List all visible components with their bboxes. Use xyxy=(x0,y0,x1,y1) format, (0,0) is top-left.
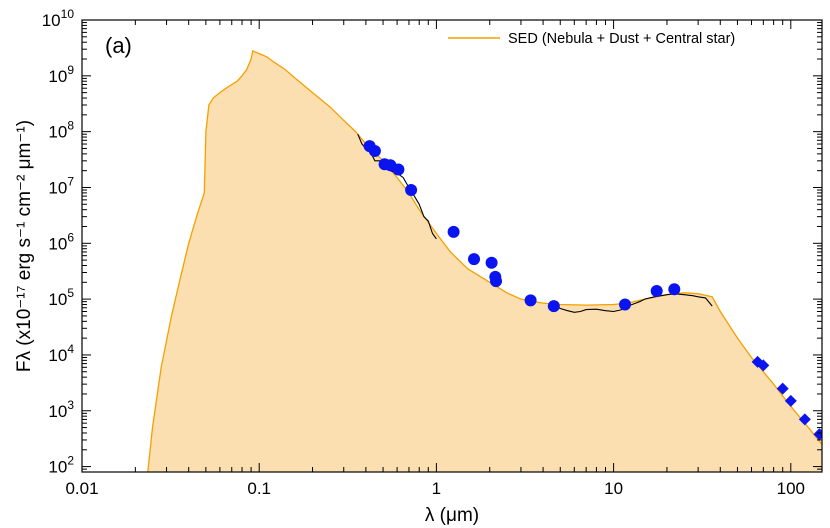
photometry-circle-point xyxy=(468,253,480,266)
x-tick-labels: 0.01 0.1 1 10 100 xyxy=(65,479,805,498)
photometry-circle-point xyxy=(392,163,405,176)
photometry-circle-point xyxy=(619,298,631,311)
x-axis-title: λ (μm) xyxy=(425,505,479,526)
y-axis-title: Fλ (x10⁻¹⁷ erg s⁻¹ cm⁻² μm⁻¹) xyxy=(14,120,35,372)
photometry-circle-point xyxy=(524,294,537,307)
x-tick-label: 0.01 xyxy=(65,479,98,498)
photometry-diamond-point xyxy=(813,428,822,441)
x-tick-label: 10 xyxy=(604,479,623,498)
photometry-circle-point xyxy=(490,275,502,288)
sed-fill-area xyxy=(147,50,822,472)
sed-model-line xyxy=(147,49,822,472)
photometry-diamond-point xyxy=(784,394,797,407)
photometry-circle-point xyxy=(650,285,663,297)
photometry-circle-point xyxy=(405,184,418,196)
y-tick-label: 106 xyxy=(48,230,74,253)
y-tick-label: 105 xyxy=(48,286,74,309)
photometry-circle-point xyxy=(368,145,381,157)
x-tick-label: 100 xyxy=(777,479,805,498)
x-tick-label: 1 xyxy=(432,479,441,498)
sed-fill-path xyxy=(147,50,822,472)
x-tick-label: 0.1 xyxy=(247,479,271,498)
photometry-circle-point xyxy=(547,300,560,313)
y-tick-label: 107 xyxy=(48,175,74,198)
photometry-circle-point xyxy=(668,283,681,296)
y-tick-label: 1010 xyxy=(42,7,75,30)
photometry-circle-point xyxy=(485,256,498,269)
photometry-diamond-point xyxy=(776,382,789,395)
y-tick-label: 109 xyxy=(48,63,74,86)
panel-label: (a) xyxy=(105,33,132,58)
legend: SED (Nebula + Dust + Central star) xyxy=(448,31,735,47)
photometry-diamond-point xyxy=(798,413,811,426)
axis-ticks xyxy=(81,19,822,473)
y-tick-label: 108 xyxy=(48,119,74,142)
photometry-points xyxy=(363,140,822,441)
legend-label: SED (Nebula + Dust + Central star) xyxy=(508,31,735,47)
photometry-circle-point xyxy=(447,225,460,238)
y-tick-label: 104 xyxy=(48,342,74,365)
y-tick-labels: 102 103 104 105 106 107 108 109 1010 xyxy=(42,7,75,477)
y-tick-label: 103 xyxy=(48,398,74,421)
y-tick-label: 102 xyxy=(48,454,74,477)
sed-line-path xyxy=(147,49,822,472)
photometry-diamond-point xyxy=(757,359,770,372)
